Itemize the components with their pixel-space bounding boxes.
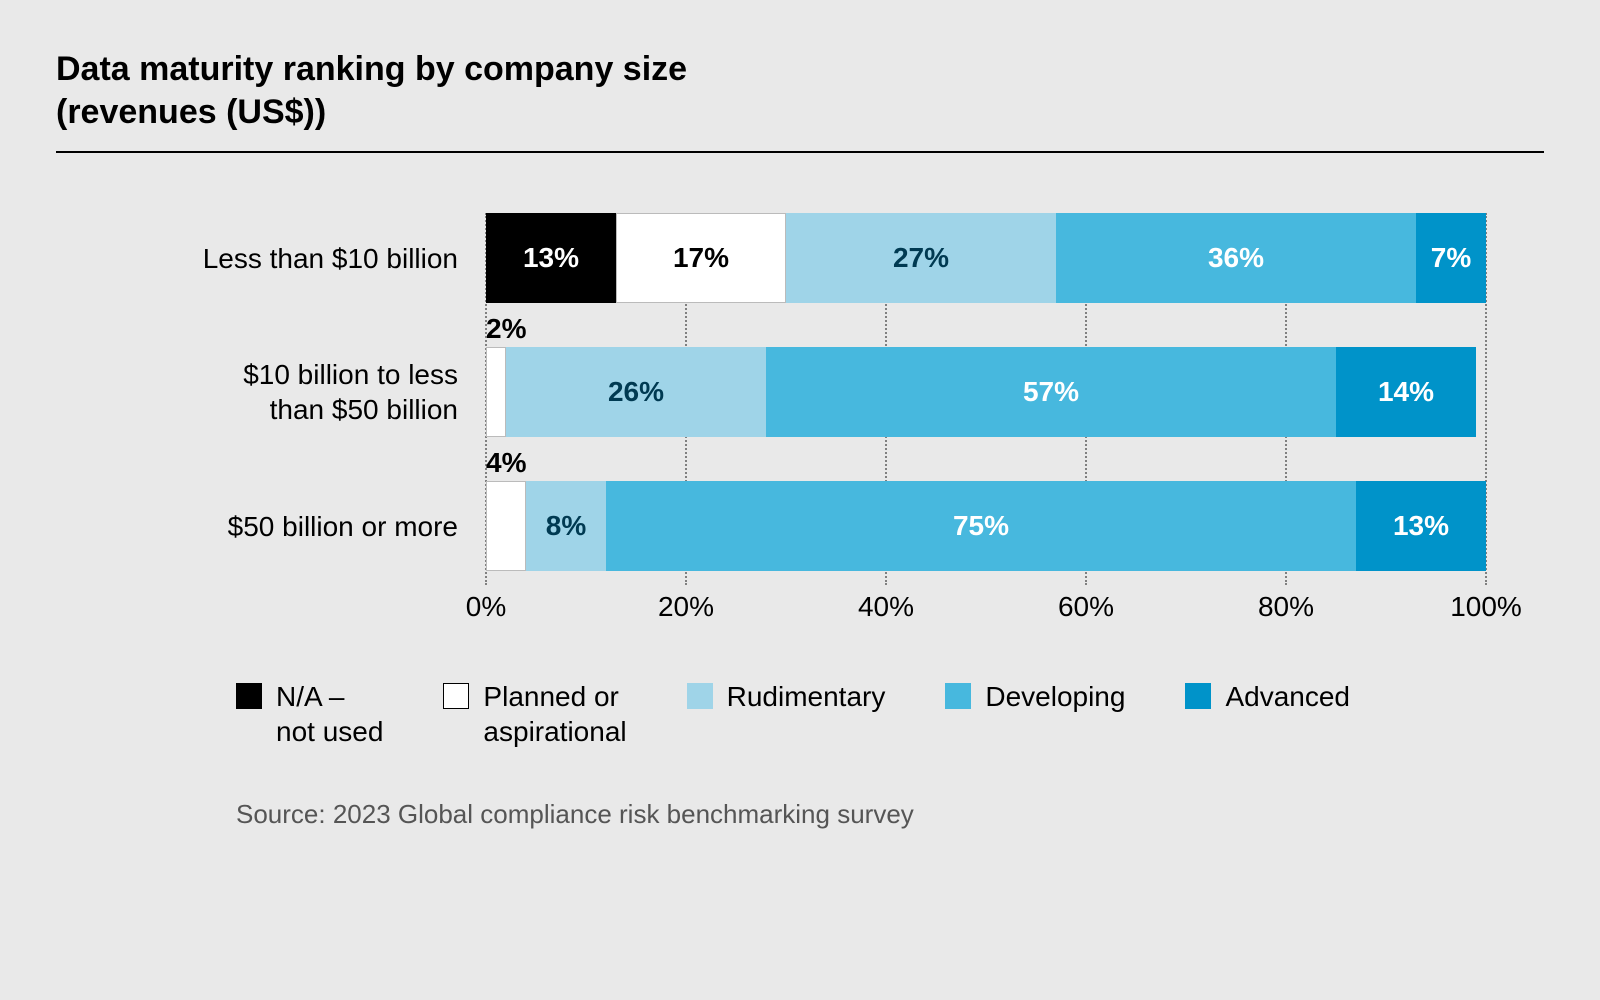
x-tick-label: 0%: [466, 591, 506, 623]
legend-item-rudimentary: Rudimentary: [687, 679, 886, 714]
x-tick-label: 100%: [1450, 591, 1522, 623]
bar: 8%75%13%: [486, 481, 1486, 571]
legend-label: Advanced: [1225, 679, 1350, 714]
legend-label: Rudimentary: [727, 679, 886, 714]
chart-title: Data maturity ranking by company size (r…: [56, 48, 1544, 133]
legend-item-na: N/A –not used: [236, 679, 383, 749]
legend-item-advanced: Advanced: [1185, 679, 1350, 714]
legend-swatch: [236, 683, 262, 709]
category-label: $50 billion or more: [56, 509, 486, 544]
bar: 13%17%27%36%7%: [486, 213, 1486, 303]
x-axis-row: 0% 20% 40% 60% 80% 100%: [56, 585, 1544, 625]
x-tick-label: 60%: [1058, 591, 1114, 623]
legend-item-developing: Developing: [945, 679, 1125, 714]
bar-segment-developing: 36%: [1056, 213, 1416, 303]
bar-cell: 13%17%27%36%7%: [486, 213, 1486, 303]
legend-swatch: [443, 683, 469, 709]
bar-segment-developing: 75%: [606, 481, 1356, 571]
category-label: $10 billion to lessthan $50 billion: [56, 357, 486, 427]
bar-segment-advanced: 7%: [1416, 213, 1486, 303]
legend-swatch: [945, 683, 971, 709]
bar-segment-rudimentary: 27%: [786, 213, 1056, 303]
bar-segment-overflow-label: 4%: [486, 447, 526, 481]
x-axis: 0%20%40%60%80%100%: [486, 585, 1486, 625]
bar: 26%57%14%: [486, 347, 1486, 437]
bar-segment-planned: [486, 481, 526, 571]
bar-segment-rudimentary: 26%: [506, 347, 766, 437]
x-tick-label: 80%: [1258, 591, 1314, 623]
x-tick-label: 40%: [858, 591, 914, 623]
legend-label: Developing: [985, 679, 1125, 714]
bar-segment-advanced: 14%: [1336, 347, 1476, 437]
bar-cell: 4%8%75%13%: [486, 481, 1486, 571]
legend-swatch: [687, 683, 713, 709]
x-tick-label: 20%: [658, 591, 714, 623]
title-line-1: Data maturity ranking by company size: [56, 50, 687, 88]
bar-segment-rudimentary: 8%: [526, 481, 606, 571]
legend: N/A –not used Planned oraspirational Rudim…: [236, 679, 1544, 749]
legend-item-planned: Planned oraspirational: [443, 679, 626, 749]
plot-area: Less than $10 billion13%17%27%36%7%$10 b…: [56, 213, 1544, 571]
source-note: Source: 2023 Global compliance risk benc…: [236, 799, 1544, 830]
category-label: Less than $10 billion: [56, 241, 486, 276]
bar-segment-advanced: 13%: [1356, 481, 1486, 571]
bar-segment-planned: 17%: [616, 213, 786, 303]
bar-segment-overflow-label: 2%: [486, 313, 526, 347]
chart: Less than $10 billion13%17%27%36%7%$10 b…: [56, 213, 1544, 830]
bar-segment-developing: 57%: [766, 347, 1336, 437]
bar-segment-na: 13%: [486, 213, 616, 303]
legend-label: N/A –not used: [276, 679, 383, 749]
bar-cell: 2%26%57%14%: [486, 347, 1486, 437]
legend-swatch: [1185, 683, 1211, 709]
title-rule: [56, 151, 1544, 153]
legend-label: Planned oraspirational: [483, 679, 626, 749]
title-line-2: (revenues (US$)): [56, 93, 326, 131]
plot-grid: Less than $10 billion13%17%27%36%7%$10 b…: [56, 213, 1544, 571]
bar-segment-planned: [486, 347, 506, 437]
